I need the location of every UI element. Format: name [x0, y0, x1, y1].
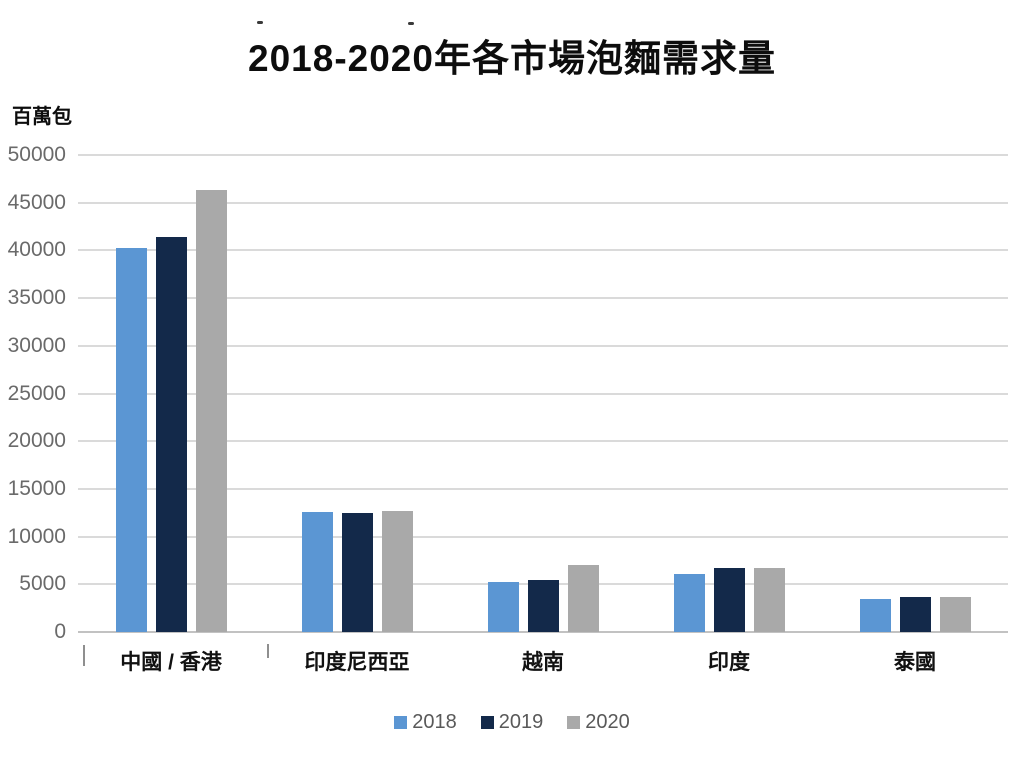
- gridline: [78, 154, 1008, 156]
- gridline: [78, 249, 1008, 251]
- bar-group: [78, 155, 264, 632]
- bar-group: [822, 155, 1008, 632]
- y-axis-tick-label: 20000: [7, 429, 66, 452]
- gridline: [78, 631, 1008, 633]
- legend-item-2019: 2019: [480, 711, 544, 734]
- x-axis-label: 中國 / 香港: [120, 651, 222, 674]
- gridline: [78, 297, 1008, 299]
- x-axis-label: 泰國: [894, 651, 936, 674]
- bar-2019: [341, 513, 373, 632]
- legend: 2018 2019 2020: [0, 711, 1024, 734]
- legend-swatch-2019: [480, 716, 494, 729]
- y-axis-tick-label: 50000: [7, 143, 66, 166]
- y-axis-tick-labels: 0 5000 10000 15000 20000 25000 30000 35000 40000…: [0, 144, 68, 643]
- x-axis-label: 印度: [708, 651, 750, 674]
- y-axis-tick-label: 30000: [7, 334, 66, 357]
- y-axis-tick-label: 10000: [7, 525, 66, 548]
- bar-2018: [301, 512, 333, 632]
- bar-2019: [713, 568, 745, 632]
- y-axis-tick-label: 35000: [7, 286, 66, 309]
- legend-item-2020: 2020: [567, 711, 630, 734]
- gridline: [78, 488, 1008, 490]
- bar-2018: [115, 248, 147, 632]
- scan-speck: [257, 21, 263, 24]
- legend-label-2019: 2019: [498, 711, 544, 733]
- y-axis-tick-label: 45000: [7, 191, 66, 214]
- gridline: [78, 440, 1008, 442]
- axis-tick-artifact: [267, 644, 269, 658]
- bar-2020: [753, 568, 785, 632]
- gridline: [78, 393, 1008, 395]
- x-axis-label: 印度尼西亞: [304, 651, 410, 674]
- legend-label-2020: 2020: [585, 711, 630, 733]
- legend-label-2018: 2018: [412, 711, 457, 733]
- x-axis-category-labels: 中國 / 香港 印度尼西亞 越南 印度 泰國: [78, 646, 1008, 678]
- bar-group: [264, 155, 450, 632]
- y-axis-tick-label: 5000: [19, 572, 66, 595]
- x-axis-label: 越南: [522, 651, 564, 674]
- chart-title: 2018-2020年各市場泡麵需求量: [248, 38, 776, 79]
- bar-2020: [381, 511, 413, 632]
- legend-swatch-2020: [567, 716, 581, 729]
- y-axis-tick-label: 25000: [7, 382, 66, 405]
- bar-2020: [567, 565, 599, 632]
- y-axis-tick-label: 40000: [7, 238, 66, 261]
- plot-area: [78, 154, 1008, 633]
- bar-2019: [527, 580, 559, 632]
- y-axis-tick-label: 0: [54, 620, 66, 643]
- gridline: [78, 202, 1008, 204]
- y-axis-unit-label: 百萬包: [12, 106, 72, 128]
- gridline: [78, 536, 1008, 538]
- gridline: [78, 345, 1008, 347]
- bar-group: [636, 155, 822, 632]
- bar-2019: [899, 597, 931, 632]
- y-axis-tick-label: 15000: [7, 477, 66, 500]
- legend-swatch-2018: [394, 716, 408, 729]
- scan-speck: [408, 22, 414, 25]
- bar-2018: [673, 574, 705, 632]
- bar-2020: [939, 597, 971, 632]
- bar-2018: [859, 599, 891, 632]
- bar-group: [450, 155, 636, 632]
- bar-2019: [155, 237, 187, 632]
- legend-item-2018: 2018: [394, 711, 457, 734]
- bar-2018: [487, 582, 519, 632]
- bar-2020: [195, 190, 227, 632]
- axis-tick-artifact: [83, 645, 85, 666]
